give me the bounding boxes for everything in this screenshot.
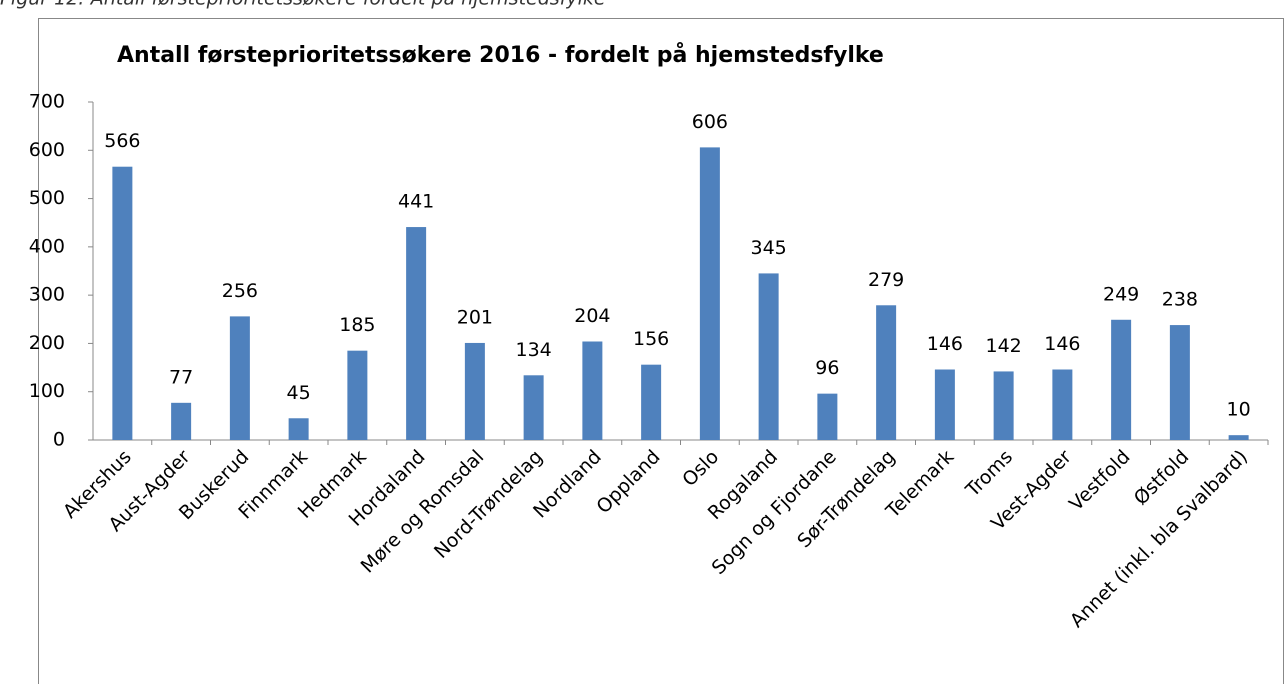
data-label: 134 [515, 339, 551, 361]
bar [1228, 435, 1249, 440]
data-label: 10 [1227, 399, 1251, 421]
data-label: 77 [169, 366, 193, 388]
data-label: 238 [1162, 289, 1198, 311]
y-tick-label: 100 [29, 380, 65, 402]
bar [347, 350, 368, 440]
bar [1169, 325, 1190, 440]
x-tick-label: Oppland [592, 446, 664, 518]
bar [817, 393, 838, 440]
bar [464, 342, 485, 440]
chart-frame [38, 18, 1284, 684]
data-label: 156 [633, 328, 669, 350]
data-label: 606 [692, 111, 728, 133]
y-tick-label: 300 [29, 284, 65, 306]
x-tick-label: Oslo [678, 446, 723, 491]
chart-title: Antall førsteprioritetssøkere 2016 - for… [117, 42, 884, 68]
bar [758, 273, 779, 440]
bar [641, 364, 662, 440]
bar [876, 305, 897, 440]
data-label: 142 [985, 335, 1021, 357]
data-label: 256 [222, 280, 258, 302]
y-tick-label: 0 [53, 429, 65, 451]
data-label: 566 [104, 130, 140, 152]
data-label: 279 [868, 269, 904, 291]
bar [934, 369, 955, 440]
x-tick-label: Troms [961, 446, 1017, 502]
bar [699, 147, 720, 441]
data-label: 204 [574, 305, 610, 327]
x-tick-label: Nord-Trøndelag [430, 446, 547, 563]
y-tick-label: 700 [29, 91, 65, 113]
bar [171, 402, 192, 440]
data-label: 45 [287, 382, 311, 404]
data-label: 345 [750, 237, 786, 259]
y-tick-label: 400 [29, 235, 65, 257]
data-label: 146 [1044, 333, 1080, 355]
data-label: 249 [1103, 283, 1139, 305]
bar [523, 375, 544, 440]
bar [582, 341, 603, 440]
x-tick-label: Vestfold [1065, 446, 1134, 515]
data-label: 146 [927, 333, 963, 355]
figure-caption: Figur 12: Antall førsteprioritetssøkere … [0, 0, 606, 10]
y-tick-label: 500 [29, 187, 65, 209]
bar [1111, 319, 1132, 440]
bar [1052, 369, 1073, 440]
bar [112, 166, 133, 440]
data-label: 201 [457, 306, 493, 328]
data-label: 185 [339, 314, 375, 336]
y-tick-label: 200 [29, 332, 65, 354]
bar [288, 418, 309, 440]
bar [229, 316, 250, 440]
bar [406, 227, 427, 440]
bar [993, 371, 1014, 440]
y-tick-label: 600 [29, 139, 65, 161]
data-label: 441 [398, 191, 434, 213]
data-label: 96 [815, 357, 839, 379]
